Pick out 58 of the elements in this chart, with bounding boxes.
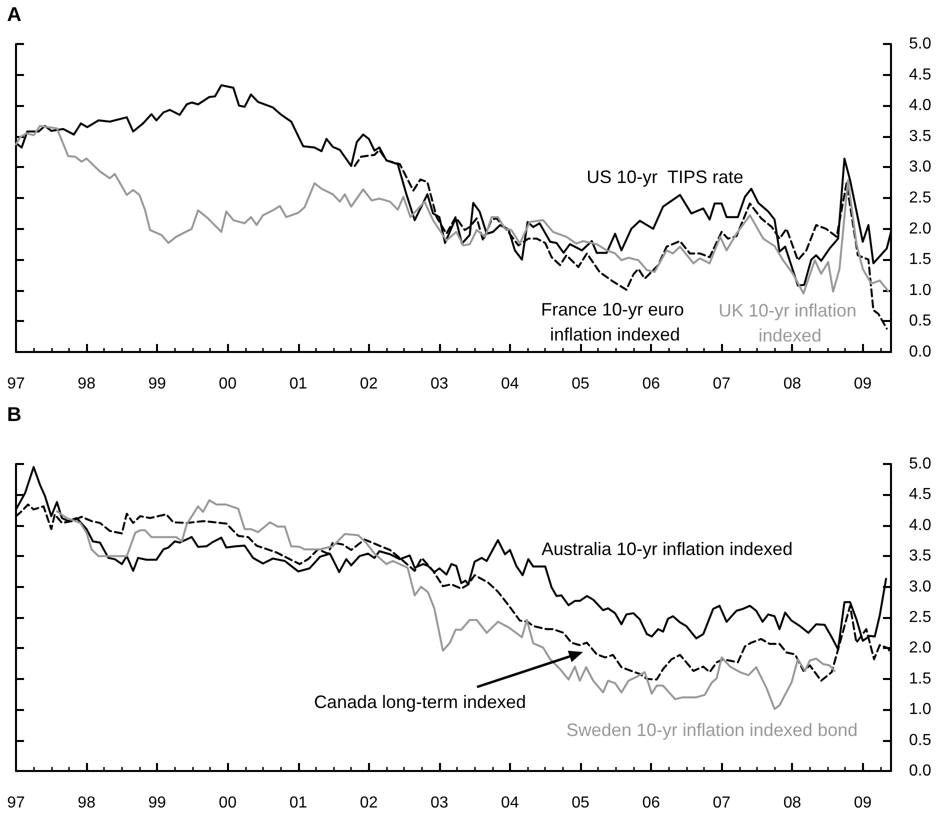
y-tick-label: 0.0 (909, 344, 932, 360)
x-tick-label: 08 (783, 794, 802, 812)
y-tick-label: 3.5 (909, 548, 932, 565)
x-tick-label: 04 (501, 376, 519, 392)
x-tick-label: 00 (218, 376, 237, 392)
line-series (56, 499, 836, 710)
x-tick-label: 03 (430, 376, 448, 392)
chart-title: A (7, 4, 22, 26)
y-tick-label: 4.0 (909, 516, 932, 534)
y-tick-label: 2.0 (909, 220, 932, 238)
x-tick-label: 07 (712, 376, 731, 392)
y-tick-label: 3.0 (909, 158, 932, 176)
y-tick-label: 2.5 (909, 609, 932, 626)
y-tick-label: 4.0 (909, 97, 932, 114)
x-tick-label: 02 (360, 376, 378, 392)
y-tick-label: 0.5 (909, 312, 932, 330)
x-tick-label: 09 (854, 376, 872, 392)
x-tick-label: 02 (360, 794, 378, 812)
x-tick-label: 97 (7, 794, 25, 812)
x-tick-label: 03 (430, 794, 448, 812)
x-tick-label: 07 (712, 794, 731, 812)
series-label: UK 10-yr inflation indexed (718, 300, 862, 346)
x-tick-label: 99 (148, 376, 166, 392)
y-tick-label: 5.0 (909, 456, 932, 472)
y-tick-label: 4.5 (909, 66, 932, 84)
x-tick-label: 09 (854, 794, 872, 812)
chart-title: B (7, 404, 22, 426)
y-tick-label: 1.0 (909, 701, 932, 718)
x-tick-label: 08 (783, 376, 802, 392)
x-tick-label: 06 (642, 376, 660, 392)
series-label: Sweden 10-yr inflation indexed bond (566, 720, 858, 740)
y-tick-label: 0.0 (909, 762, 932, 780)
series-label: France 10-yr euro inflation indexed (540, 300, 690, 344)
y-tick-label: 3.5 (909, 128, 932, 145)
x-tick-label: 05 (572, 794, 590, 812)
x-tick-label: 06 (642, 794, 660, 812)
x-tick-label: 99 (148, 794, 166, 812)
x-tick-label: 97 (7, 376, 25, 392)
y-tick-label: 2.5 (909, 190, 932, 206)
y-tick-label: 2.0 (909, 640, 932, 657)
x-tick-label: 01 (289, 376, 308, 392)
series-label: Australia 10-yr inflation indexed (541, 539, 793, 559)
text: Canada long-term indexed (314, 692, 526, 712)
y-tick-label: 4.5 (909, 486, 932, 504)
y-tick-label: 5.0 (909, 36, 932, 52)
y-tick-label: 3.0 (909, 578, 932, 596)
x-tick-label: 00 (218, 794, 237, 812)
series-label: US 10-yr TIPS rate (586, 167, 744, 187)
x-tick-label: 05 (572, 376, 590, 392)
x-tick-label: 01 (289, 794, 308, 812)
x-tick-label: 98 (78, 376, 96, 392)
y-tick-label: 1.0 (909, 282, 932, 299)
x-tick-label: 04 (501, 794, 519, 812)
x-tick-label: 98 (78, 794, 96, 812)
y-tick-label: 1.5 (909, 670, 932, 688)
y-tick-label: 0.5 (909, 732, 932, 749)
y-tick-label: 1.5 (909, 251, 932, 268)
line-series (15, 124, 890, 294)
